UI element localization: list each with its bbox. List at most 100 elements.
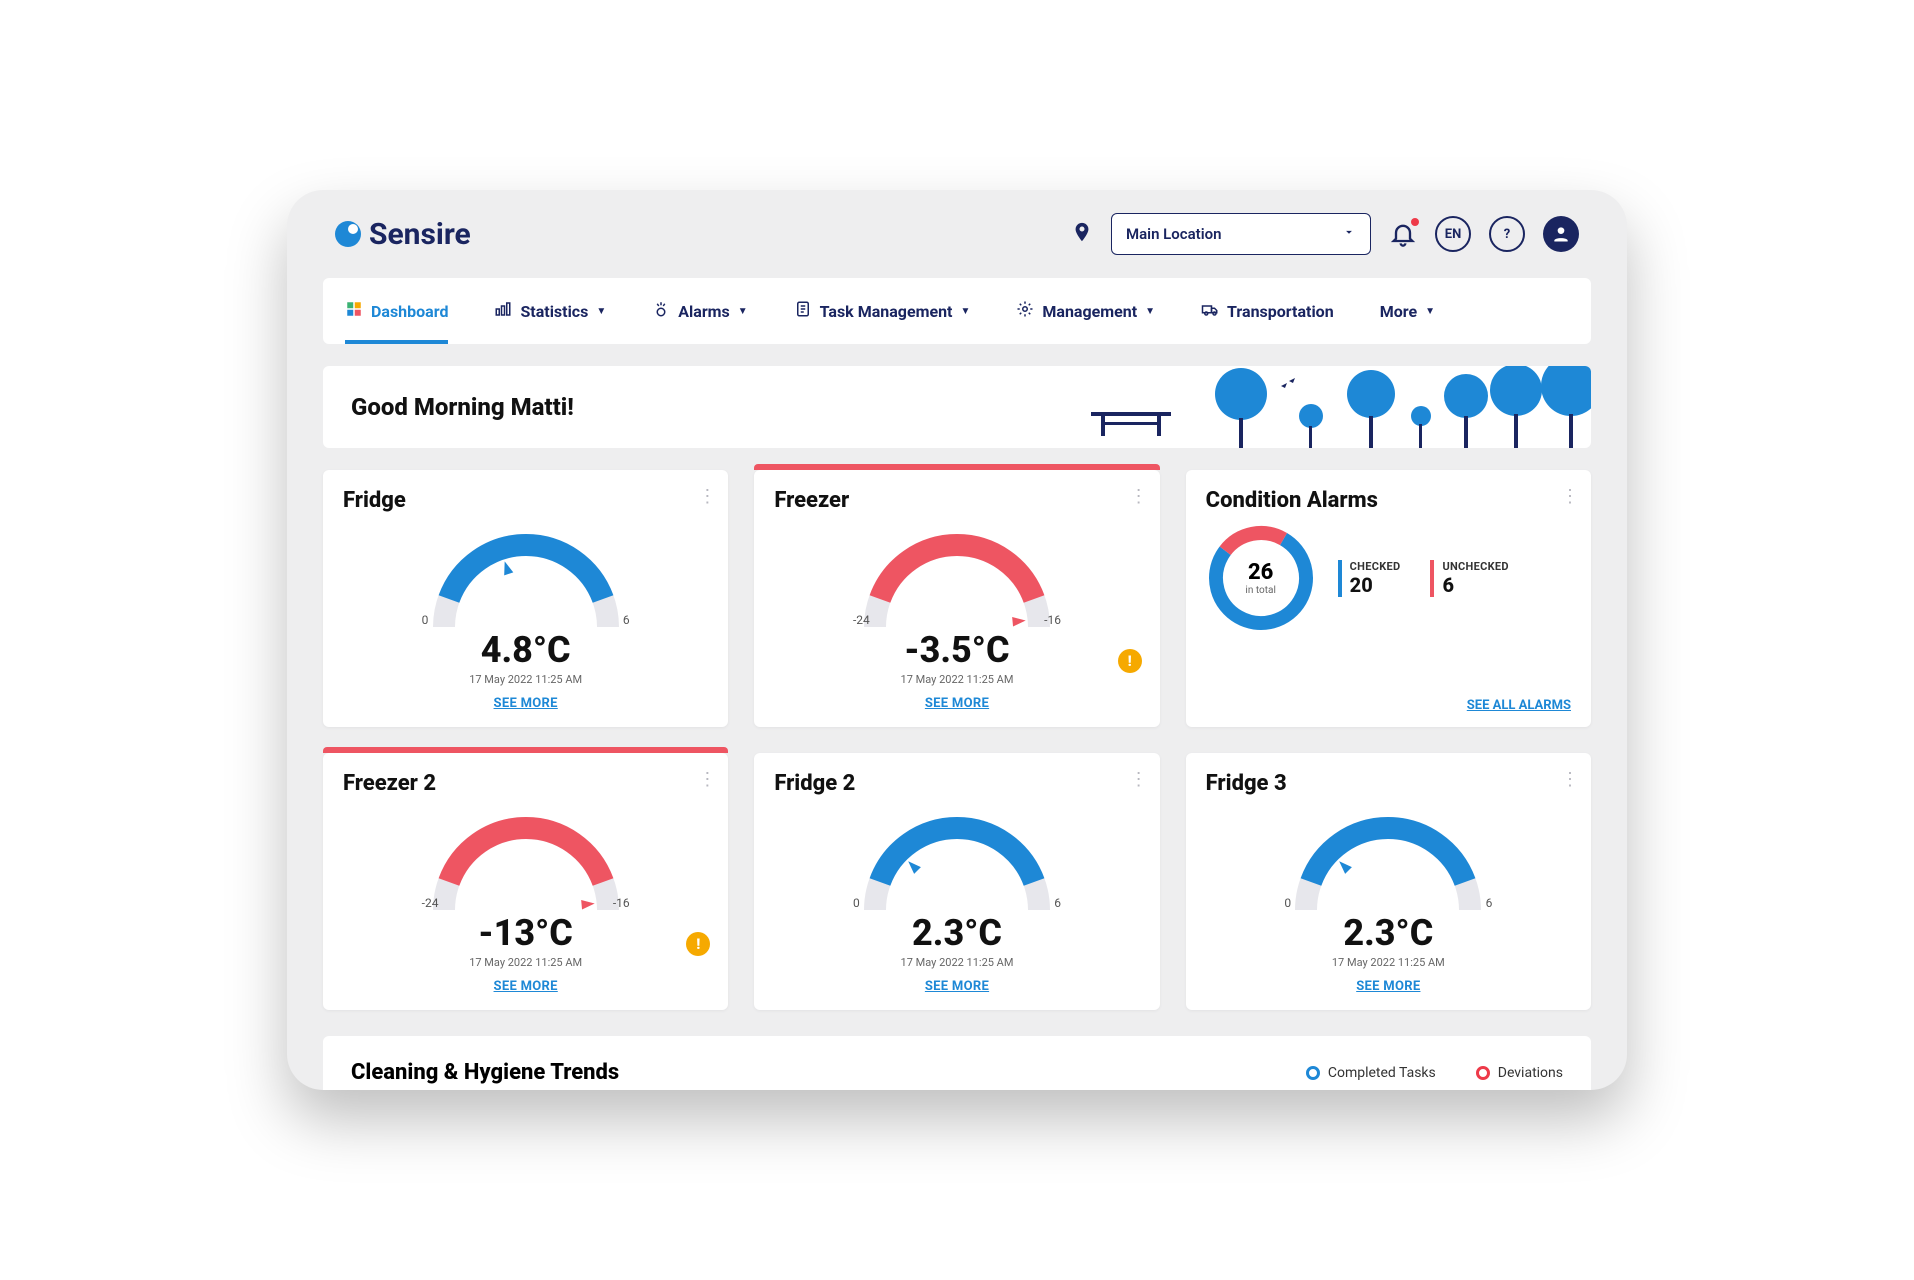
alarms-unchecked-label: UNCHECKED bbox=[1442, 560, 1508, 573]
gauge-value: 2.3°C bbox=[912, 912, 1002, 954]
card-title: Condition Alarms bbox=[1206, 488, 1571, 513]
gauge-range-labels: -24 -16 bbox=[847, 613, 1067, 627]
tab-management[interactable]: Management▼ bbox=[1016, 278, 1155, 344]
chevron-down-icon: ▼ bbox=[1145, 306, 1155, 317]
condition-alarms-card: Condition Alarms ⋮ 26 in total CHECKED 2… bbox=[1186, 470, 1591, 727]
brand-logo-icon bbox=[335, 221, 361, 247]
gauge: 0 6 2.3°C 17 May 2022 11:25 AM bbox=[774, 800, 1139, 969]
legend-item: Completed Tasks bbox=[1306, 1065, 1436, 1081]
chevron-down-icon bbox=[1342, 225, 1356, 243]
nav-label: Alarms bbox=[678, 302, 729, 321]
alarms-unchecked-stat: UNCHECKED 6 bbox=[1430, 560, 1508, 597]
gauge-min: -24 bbox=[853, 613, 870, 627]
nav-label: More bbox=[1380, 302, 1417, 321]
gauge: -24 -16 -3.5°C 17 May 2022 11:25 AM bbox=[774, 517, 1139, 686]
see-more-link[interactable]: SEE MORE bbox=[774, 979, 1139, 994]
nav-tabs: DashboardStatistics▼Alarms▼Task Manageme… bbox=[323, 278, 1591, 344]
tab-dashboard[interactable]: Dashboard bbox=[345, 278, 448, 344]
gauge-timestamp: 17 May 2022 11:25 AM bbox=[469, 673, 582, 686]
tab-more[interactable]: More ▼ bbox=[1380, 278, 1435, 344]
user-menu-button[interactable] bbox=[1543, 216, 1579, 252]
gauge-max: 6 bbox=[623, 613, 630, 627]
gauge-range-labels: 0 6 bbox=[416, 613, 636, 627]
location-select-value: Main Location bbox=[1126, 225, 1221, 243]
gauge-value: 2.3°C bbox=[1343, 912, 1433, 954]
tab-transportation[interactable]: Transportation bbox=[1201, 278, 1334, 344]
card-title: Fridge 2 bbox=[774, 771, 1139, 796]
card-title: Fridge 3 bbox=[1206, 771, 1571, 796]
card-menu-button[interactable]: ⋮ bbox=[698, 769, 714, 790]
alarms-checked-stat: CHECKED 20 bbox=[1338, 560, 1401, 597]
gauge-timestamp: 17 May 2022 11:25 AM bbox=[901, 956, 1014, 969]
card-title: Fridge bbox=[343, 488, 708, 513]
gauge-min: 0 bbox=[853, 896, 860, 910]
gauge-range-labels: 0 6 bbox=[847, 896, 1067, 910]
gauge-range-labels: 0 6 bbox=[1278, 896, 1498, 910]
nav-icon bbox=[494, 300, 512, 322]
see-all-alarms-link[interactable]: SEE ALL ALARMS bbox=[1467, 698, 1571, 713]
gauge: 0 6 4.8°C 17 May 2022 11:25 AM bbox=[343, 517, 708, 686]
see-more-link[interactable]: SEE MORE bbox=[343, 979, 708, 994]
alarms-total: 26 bbox=[1248, 560, 1273, 585]
alarms-checked-value: 20 bbox=[1350, 573, 1401, 597]
see-more-link[interactable]: SEE MORE bbox=[1206, 979, 1571, 994]
gauge-value: -3.5°C bbox=[904, 629, 1009, 671]
chevron-down-icon: ▼ bbox=[960, 306, 970, 317]
card-menu-button[interactable]: ⋮ bbox=[1130, 769, 1146, 790]
gauge-min: 0 bbox=[422, 613, 429, 627]
gauge-max: 6 bbox=[1054, 896, 1061, 910]
gauge-min: 0 bbox=[1284, 896, 1291, 910]
brand-name: Sensire bbox=[369, 217, 471, 252]
see-more-link[interactable]: SEE MORE bbox=[343, 696, 708, 711]
gauge-timestamp: 17 May 2022 11:25 AM bbox=[1332, 956, 1445, 969]
legend-dot-icon bbox=[1306, 1066, 1320, 1080]
nav-icon bbox=[1016, 300, 1034, 322]
top-bar: Sensire Main Location EN ? bbox=[287, 190, 1627, 278]
greeting-text: Good Morning Matti! bbox=[351, 393, 574, 421]
trends-legend: Completed Tasks Deviations bbox=[1306, 1065, 1563, 1081]
alarms-checked-label: CHECKED bbox=[1350, 560, 1401, 573]
see-more-link[interactable]: SEE MORE bbox=[774, 696, 1139, 711]
warning-badge-icon: ! bbox=[1118, 649, 1142, 673]
nav-label: Task Management bbox=[820, 302, 953, 321]
help-icon: ? bbox=[1504, 227, 1510, 242]
nav-label: Dashboard bbox=[371, 302, 448, 321]
gauge-max: 6 bbox=[1486, 896, 1493, 910]
card-menu-button[interactable]: ⋮ bbox=[698, 486, 714, 507]
gauge: 0 6 2.3°C 17 May 2022 11:25 AM bbox=[1206, 800, 1571, 969]
gauge: -24 -16 -13°C 17 May 2022 11:25 AM bbox=[343, 800, 708, 969]
alarms-donut: 26 in total bbox=[1206, 523, 1316, 633]
notifications-button[interactable] bbox=[1389, 220, 1417, 248]
location-select[interactable]: Main Location bbox=[1111, 213, 1371, 255]
language-label: EN bbox=[1445, 227, 1462, 242]
gauge-min: -24 bbox=[422, 896, 439, 910]
language-button[interactable]: EN bbox=[1435, 216, 1471, 252]
gauge-timestamp: 17 May 2022 11:25 AM bbox=[469, 956, 582, 969]
card-menu-button[interactable]: ⋮ bbox=[1561, 769, 1577, 790]
card-menu-button[interactable]: ⋮ bbox=[1561, 486, 1577, 507]
app-shell: Sensire Main Location EN ? Dashboard Stat… bbox=[287, 190, 1627, 1090]
legend-label: Deviations bbox=[1498, 1065, 1563, 1081]
chevron-down-icon: ▼ bbox=[1425, 306, 1435, 317]
nav-icon bbox=[652, 300, 670, 322]
gauge-card-fridge: Fridge ⋮ 0 6 4.8°C 17 May 2022 11:25 AM … bbox=[323, 470, 728, 727]
nav-icon bbox=[1201, 300, 1219, 322]
gauge-card-freezer: Freezer ⋮ -24 -16 -3.5°C 17 May 2022 11:… bbox=[754, 470, 1159, 727]
nav-label: Statistics bbox=[520, 302, 588, 321]
cards-grid: Fridge ⋮ 0 6 4.8°C 17 May 2022 11:25 AM … bbox=[323, 470, 1591, 1010]
card-title: Freezer bbox=[774, 488, 1139, 513]
gauge-card-fridge-3: Fridge 3 ⋮ 0 6 2.3°C 17 May 2022 11:25 A… bbox=[1186, 753, 1591, 1010]
gauge-max: -16 bbox=[1044, 613, 1061, 627]
help-button[interactable]: ? bbox=[1489, 216, 1525, 252]
gauge-max: -16 bbox=[613, 896, 630, 910]
card-menu-button[interactable]: ⋮ bbox=[1130, 486, 1146, 507]
legend-dot-icon bbox=[1476, 1066, 1490, 1080]
chevron-down-icon: ▼ bbox=[596, 306, 606, 317]
gauge-timestamp: 17 May 2022 11:25 AM bbox=[901, 673, 1014, 686]
notification-dot-icon bbox=[1411, 218, 1419, 226]
tab-statistics[interactable]: Statistics ▼ bbox=[494, 278, 606, 344]
tab-alarms[interactable]: Alarms▼ bbox=[652, 278, 747, 344]
tab-task-management[interactable]: Task Management ▼ bbox=[794, 278, 971, 344]
nav-label: Transportation bbox=[1227, 302, 1334, 321]
location-pin-icon bbox=[1071, 221, 1093, 247]
